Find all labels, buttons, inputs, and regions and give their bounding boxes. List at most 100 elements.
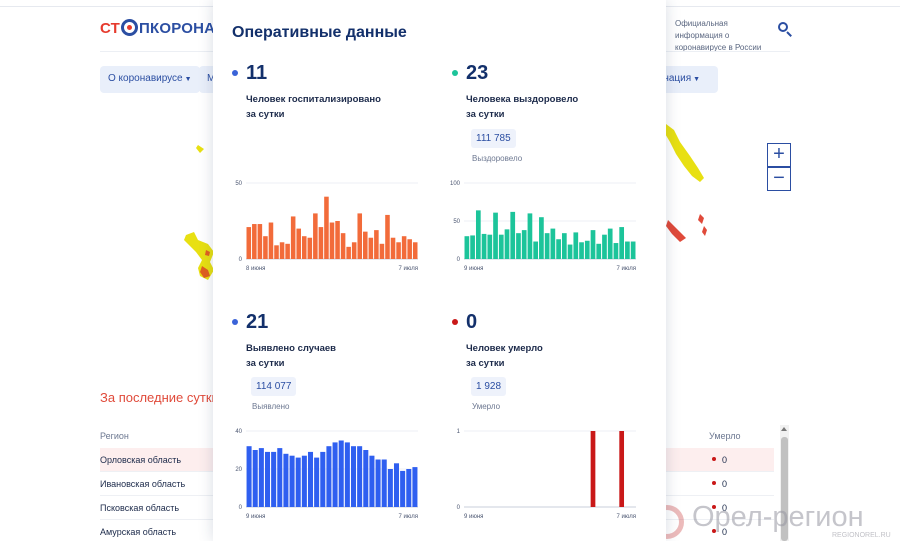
chart-bar (314, 457, 320, 507)
chart-bar (329, 222, 335, 259)
y-tick-label: 50 (453, 219, 460, 225)
zoom-in-button[interactable]: + (767, 143, 791, 167)
deaths-value: 0 (712, 527, 727, 537)
y-tick-label: 0 (457, 257, 461, 263)
y-tick-label: 0 (239, 505, 243, 511)
chart-bar (263, 236, 268, 259)
operational-data-popup: Оперативные данные 11 Человек госпитализ… (213, 0, 666, 541)
hospitalized-desc: Человек госпитализировано за сутки (246, 94, 381, 120)
chart-bar (412, 467, 418, 507)
search-icon (778, 22, 788, 32)
deaths-total-caption: Умерло (472, 402, 501, 411)
chart-bar (301, 455, 307, 507)
watermark-sub: REGIONOREL.RU (832, 532, 891, 539)
chart-bar (318, 227, 324, 259)
chart-bar (396, 242, 401, 259)
section-title: За последние сутки (100, 390, 219, 405)
detected-chart: 40 20 09 июня 7 июля (235, 429, 418, 520)
chevron-down-icon: ▼ (693, 76, 701, 83)
chart-bar (579, 242, 584, 259)
recovered-number: 23 (466, 62, 489, 84)
detected-total: 114 077 (251, 377, 297, 396)
chart-bar (320, 451, 326, 507)
nav-about-coronavirus[interactable]: О коронавирусе ▼ (100, 66, 200, 93)
deaths-value: 0 (712, 503, 727, 513)
chart-bar (539, 217, 544, 259)
x-tick-label: 7 июля (617, 266, 636, 272)
chart-bar (283, 453, 289, 507)
chart-bar (607, 228, 613, 259)
deaths-chart: 1 09 июня 7 июля (457, 429, 636, 520)
chart-bar (264, 451, 271, 507)
region-name: Амурская область (100, 527, 177, 537)
x-tick-label: 7 июля (399, 266, 418, 272)
chart-bar (252, 224, 257, 259)
chart-bar (393, 463, 400, 507)
chart-bar (630, 241, 636, 259)
column-header-region: Регион (100, 431, 129, 441)
chart-bar (350, 446, 357, 507)
zoom-out-button[interactable]: − (767, 167, 791, 191)
nav-about-label: О коронавирусе (108, 73, 183, 84)
scroll-up-icon[interactable] (781, 427, 787, 431)
y-tick-label: 100 (450, 181, 461, 187)
table-row[interactable]: Амурская область 0 (100, 520, 774, 541)
chart-bar (375, 459, 381, 507)
chart-bar (407, 239, 412, 259)
search-button[interactable] (776, 20, 794, 38)
x-tick-label: 9 июня (464, 266, 483, 272)
recovered-desc: Человека выздоровело за сутки (466, 94, 579, 120)
site-logo[interactable]: СТ ПКОРОНАВ (100, 19, 226, 37)
chart-bar (584, 240, 590, 259)
recovered-total: 111 785 (471, 129, 516, 148)
chevron-down-icon: ▼ (184, 76, 192, 83)
scrollbar-thumb[interactable] (781, 437, 788, 541)
chart-bar (332, 442, 338, 507)
chart-bar (400, 470, 406, 507)
virus-icon (121, 19, 139, 36)
chart-bar (313, 213, 318, 259)
chart-bar (590, 431, 596, 507)
map-region-west[interactable] (180, 140, 220, 290)
chart-bar (324, 196, 329, 259)
chart-bar (625, 241, 630, 259)
recovered-total-caption: Выздоровело (472, 154, 523, 163)
chart-bar (381, 459, 387, 507)
chart-bar (387, 469, 393, 507)
chart-bar (344, 442, 350, 507)
chart-bar (619, 431, 625, 507)
chart-bar (544, 233, 550, 259)
region-name: Ивановская область (100, 479, 186, 489)
chart-bar (412, 242, 418, 259)
chart-bar (290, 216, 296, 259)
chart-bar (550, 228, 556, 259)
y-tick-label: 20 (235, 467, 242, 473)
chart-bar (307, 237, 313, 259)
chart-bar (379, 243, 385, 259)
chart-bar (390, 237, 396, 259)
dot-icon (452, 319, 458, 325)
chart-bar (363, 231, 368, 259)
hospitalized-number: 11 (246, 62, 268, 84)
chart-bar (277, 448, 283, 507)
chart-bar (493, 212, 498, 259)
chart-bar (357, 213, 363, 259)
chart-bar (596, 243, 602, 259)
detected-number: 21 (246, 311, 269, 333)
watermark: Орел-регион REGIONOREL.RU (650, 501, 900, 541)
chart-bar (363, 450, 369, 507)
recovered-chart: 100 50 09 июня 7 июля (450, 181, 636, 272)
table-scrollbar[interactable] (780, 425, 789, 541)
chart-bar (307, 451, 314, 507)
nav-vaccination-label: цинация (652, 73, 692, 84)
chart-bar (285, 243, 290, 259)
official-info-text[interactable]: Официальная информация о коронавирусе в … (675, 19, 762, 52)
chart-bar (268, 222, 274, 259)
chart-bar (258, 448, 264, 507)
x-tick-label: 9 июня (246, 514, 265, 520)
y-tick-label: 0 (457, 505, 461, 511)
chart-bar (406, 469, 412, 507)
chart-bar (521, 230, 527, 259)
map-region-east[interactable] (660, 120, 710, 250)
y-tick-label: 50 (235, 181, 242, 187)
